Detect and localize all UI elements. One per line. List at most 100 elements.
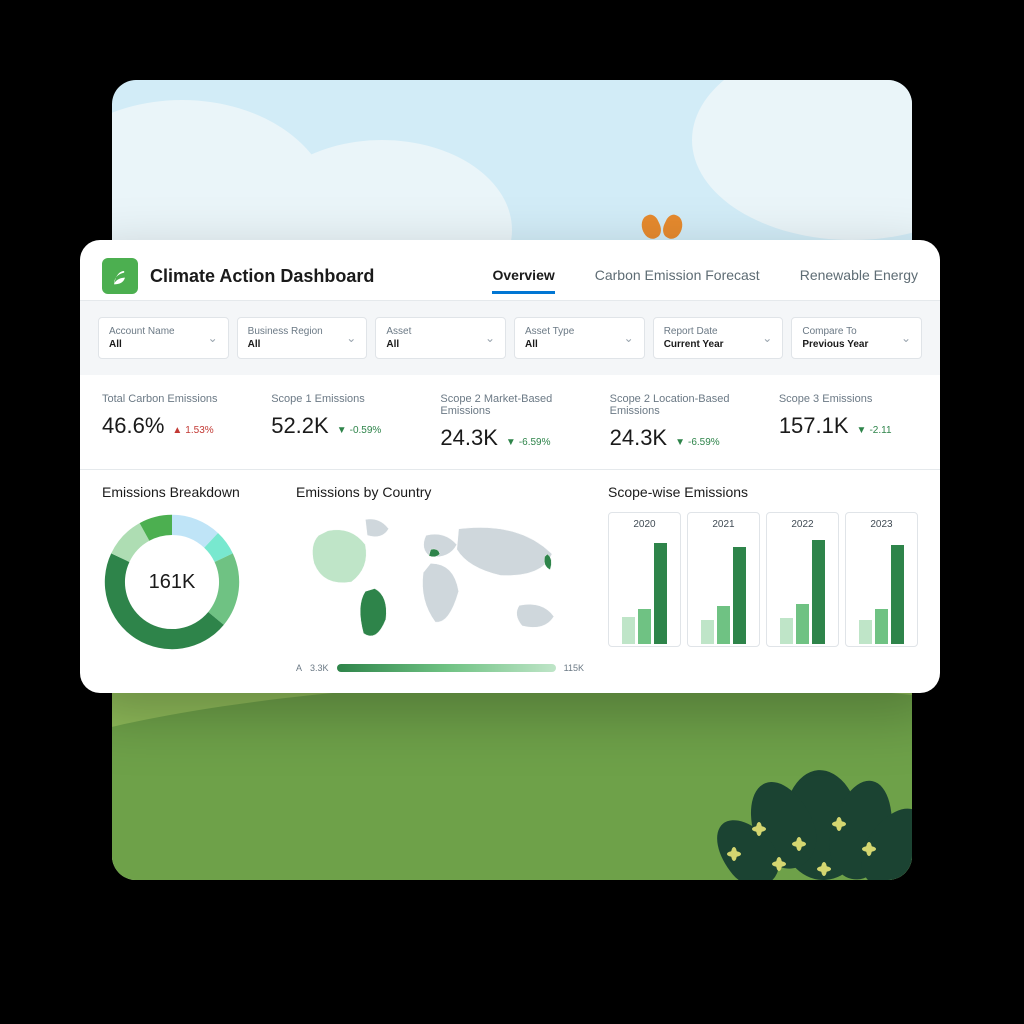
map-region-europe — [424, 534, 457, 557]
filter-label: Business Region — [248, 326, 323, 337]
bar-plot — [848, 534, 915, 644]
metric-scope2-location: Scope 2 Location-Based Emissions 24.3K ▼… — [610, 393, 749, 451]
chevron-down-icon: ⌄ — [346, 331, 356, 345]
chevron-down-icon: ⌄ — [485, 331, 495, 345]
filter-label: Asset — [386, 326, 411, 337]
legend-low: 3.3K — [310, 663, 329, 673]
metric-value: 24.3K — [440, 425, 498, 451]
filter-value: Previous Year — [802, 339, 868, 350]
map-region-asia — [457, 527, 552, 575]
metric-scope2-market: Scope 2 Market-Based Emissions 24.3K ▼-6… — [440, 393, 579, 451]
filter-asset[interactable]: Asset All ⌄ — [375, 317, 506, 359]
map-region-usa — [312, 530, 366, 583]
map-region-brazil — [360, 589, 386, 636]
bar-plot — [769, 534, 836, 644]
bar-year-label: 2020 — [611, 519, 678, 530]
metric-value: 52.2K — [271, 413, 329, 439]
bar-plot — [690, 534, 757, 644]
filter-account-name[interactable]: Account Name All ⌄ — [98, 317, 229, 359]
metric-label: Scope 2 Location-Based Emissions — [610, 393, 749, 417]
map-region-greenland — [365, 519, 388, 537]
bar-segment — [733, 547, 746, 644]
emissions-breakdown-panel: Emissions Breakdown 161K — [102, 484, 272, 673]
legend-prefix: A — [296, 663, 302, 673]
metric-value: 157.1K — [779, 413, 849, 439]
map-region-africa — [422, 563, 458, 622]
filter-label: Asset Type — [525, 326, 574, 337]
leaf-logo-icon — [102, 258, 138, 294]
bar-chart-grid: 2020 2021 2022 2023 — [608, 512, 918, 647]
triangle-down-icon: ▼ — [506, 437, 516, 448]
bar-segment — [812, 540, 825, 645]
triangle-down-icon: ▼ — [857, 425, 867, 436]
metric-delta: ▲1.53% — [172, 425, 213, 436]
panel-title: Emissions Breakdown — [102, 484, 272, 500]
filter-label: Report Date — [664, 326, 724, 337]
bar-segment — [891, 545, 904, 644]
chevron-down-icon: ⌄ — [624, 331, 634, 345]
filter-compare-to[interactable]: Compare To Previous Year ⌄ — [791, 317, 922, 359]
filter-value: All — [386, 339, 411, 350]
bar-segment — [780, 618, 793, 644]
metric-label: Total Carbon Emissions — [102, 393, 241, 405]
climate-dashboard: Climate Action Dashboard Overview Carbon… — [80, 240, 940, 693]
bar-year-label: 2022 — [769, 519, 836, 530]
bar-segment — [701, 620, 714, 644]
bar-year-label: 2023 — [848, 519, 915, 530]
metric-delta: ▼-6.59% — [675, 437, 720, 448]
dashboard-title: Climate Action Dashboard — [150, 266, 480, 287]
world-map — [296, 512, 584, 652]
metric-value: 46.6% — [102, 413, 164, 439]
metric-scope1: Scope 1 Emissions 52.2K ▼-0.59% — [271, 393, 410, 451]
bar-year-label: 2021 — [690, 519, 757, 530]
metric-value: 24.3K — [610, 425, 668, 451]
filter-value: All — [248, 339, 323, 350]
filter-value: All — [109, 339, 175, 350]
chevron-down-icon: ⌄ — [901, 331, 911, 345]
dashboard-tabs: Overview Carbon Emission Forecast Renewa… — [492, 259, 918, 294]
bush-icon — [692, 710, 912, 880]
bar-year-card: 2021 — [687, 512, 760, 647]
map-region-australia — [517, 604, 554, 627]
filter-label: Account Name — [109, 326, 175, 337]
scopewise-emissions-panel: Scope-wise Emissions 2020 2021 2022 2023 — [608, 484, 918, 673]
chevron-down-icon: ⌄ — [762, 331, 772, 345]
filter-asset-type[interactable]: Asset Type All ⌄ — [514, 317, 645, 359]
bar-segment — [622, 617, 635, 645]
bar-segment — [796, 604, 809, 644]
bar-segment — [638, 609, 651, 644]
triangle-down-icon: ▼ — [675, 437, 685, 448]
tab-carbon-forecast[interactable]: Carbon Emission Forecast — [595, 259, 760, 294]
metric-scope3: Scope 3 Emissions 157.1K ▼-2.11 — [779, 393, 918, 451]
bar-year-card: 2020 — [608, 512, 681, 647]
triangle-down-icon: ▼ — [337, 425, 347, 436]
dashboard-header: Climate Action Dashboard Overview Carbon… — [80, 240, 940, 300]
panel-title: Scope-wise Emissions — [608, 484, 918, 500]
metrics-row: Total Carbon Emissions 46.6% ▲1.53% Scop… — [80, 375, 940, 470]
metric-delta: ▼-2.11 — [857, 425, 892, 436]
filter-value: Current Year — [664, 339, 724, 350]
triangle-up-icon: ▲ — [172, 425, 182, 436]
bar-segment — [875, 609, 888, 644]
chevron-down-icon: ⌄ — [208, 331, 218, 345]
bar-segment — [654, 543, 667, 644]
map-legend: A 3.3K 115K — [296, 663, 584, 673]
metric-label: Scope 1 Emissions — [271, 393, 410, 405]
emissions-by-country-panel: Emissions by Country A 3.3K 115K — [296, 484, 584, 673]
filter-business-region[interactable]: Business Region All ⌄ — [237, 317, 368, 359]
tab-overview[interactable]: Overview — [492, 259, 554, 294]
tab-renewable-energy[interactable]: Renewable Energy — [800, 259, 918, 294]
chart-panels: Emissions Breakdown 161K Emissions by Co… — [80, 470, 940, 693]
legend-gradient-bar — [337, 664, 556, 672]
filter-report-date[interactable]: Report Date Current Year ⌄ — [653, 317, 784, 359]
bar-year-card: 2023 — [845, 512, 918, 647]
bar-plot — [611, 534, 678, 644]
metric-total-carbon: Total Carbon Emissions 46.6% ▲1.53% — [102, 393, 241, 451]
bar-segment — [717, 606, 730, 645]
donut-center-value: 161K — [102, 512, 242, 652]
filter-bar: Account Name All ⌄ Business Region All ⌄… — [80, 300, 940, 375]
metric-delta: ▼-0.59% — [337, 425, 382, 436]
donut-chart: 161K — [102, 512, 242, 652]
metric-delta: ▼-6.59% — [506, 437, 551, 448]
metric-label: Scope 3 Emissions — [779, 393, 918, 405]
